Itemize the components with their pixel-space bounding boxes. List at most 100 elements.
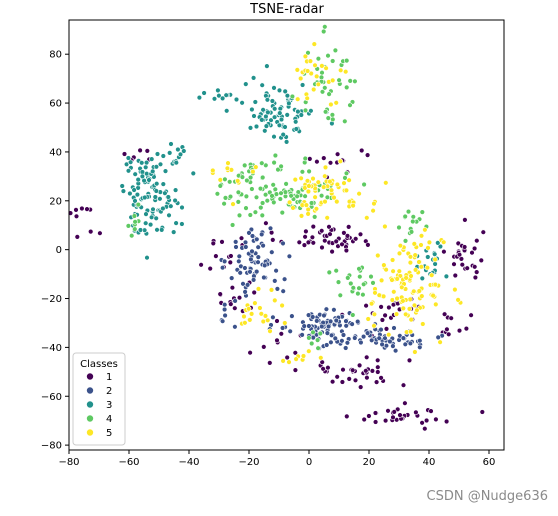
point-class-4: [370, 280, 376, 286]
point-class-1: [334, 151, 341, 157]
point-class-5: [248, 311, 255, 317]
y-tick-label: −40: [41, 343, 62, 354]
point-class-1: [261, 344, 267, 350]
x-tick-label: −60: [118, 457, 139, 468]
point-class-1: [296, 239, 302, 246]
point-class-5: [257, 305, 263, 311]
point-class-1: [327, 231, 333, 237]
point-class-3: [173, 220, 179, 226]
point-class-1: [386, 304, 392, 311]
point-class-5: [293, 356, 299, 362]
point-class-5: [300, 353, 307, 359]
point-class-5: [334, 181, 341, 188]
point-class-1: [352, 377, 359, 383]
point-class-4: [227, 193, 234, 200]
point-class-5: [217, 177, 224, 183]
point-class-5: [343, 187, 350, 194]
point-class-1: [329, 248, 335, 255]
point-class-4: [279, 209, 285, 216]
point-class-5: [321, 184, 327, 190]
point-class-1: [364, 375, 370, 381]
point-class-4: [322, 24, 328, 30]
point-class-2: [236, 258, 242, 264]
point-class-1: [369, 368, 376, 374]
point-class-4: [306, 335, 312, 341]
point-class-1: [357, 231, 364, 238]
point-class-5: [425, 245, 431, 251]
point-class-4: [321, 28, 327, 35]
point-class-3: [179, 221, 185, 227]
point-class-5: [306, 183, 312, 189]
point-class-5: [330, 77, 336, 84]
point-class-1: [267, 360, 273, 366]
point-class-4: [350, 312, 356, 318]
legend-item-4: 4: [86, 414, 112, 425]
point-class-1: [391, 409, 397, 415]
point-class-3: [167, 150, 173, 156]
point-class-4: [361, 281, 367, 287]
point-class-2: [343, 323, 349, 329]
point-class-3: [201, 90, 207, 96]
point-class-5: [376, 292, 382, 298]
point-class-3: [295, 108, 301, 115]
point-class-2: [279, 325, 286, 331]
point-class-1: [433, 416, 439, 423]
point-class-3: [154, 227, 160, 233]
point-class-1: [364, 152, 371, 158]
point-class-4: [243, 193, 250, 200]
point-class-4: [352, 78, 358, 85]
point-class-5: [372, 290, 378, 296]
point-class-5: [265, 317, 271, 323]
point-class-4: [242, 162, 248, 169]
point-class-5: [343, 68, 349, 75]
point-class-5: [262, 313, 269, 319]
point-class-3: [165, 194, 172, 200]
point-class-3: [278, 116, 285, 123]
point-class-2: [247, 269, 253, 275]
point-class-1: [305, 239, 312, 246]
point-class-5: [341, 180, 347, 186]
point-class-3: [298, 112, 304, 118]
point-class-2: [242, 239, 249, 246]
point-class-5: [350, 202, 356, 209]
point-class-4: [288, 193, 294, 199]
point-class-2: [242, 265, 248, 271]
point-class-5: [407, 259, 414, 266]
point-class-4: [325, 52, 331, 59]
point-class-1: [480, 229, 486, 235]
point-class-1: [469, 250, 475, 256]
point-class-1: [375, 369, 381, 375]
point-class-2: [301, 323, 307, 329]
point-class-1: [219, 239, 225, 245]
point-class-3: [143, 211, 149, 217]
point-class-3: [179, 204, 185, 211]
point-class-5: [322, 198, 328, 205]
point-class-5: [400, 305, 406, 312]
point-class-5: [322, 164, 329, 171]
y-tick-label: −60: [41, 392, 62, 403]
point-class-5: [403, 311, 409, 317]
point-class-4: [305, 50, 311, 56]
point-class-1: [448, 315, 454, 321]
point-class-5: [295, 96, 301, 102]
point-class-2: [417, 338, 423, 344]
point-class-5: [382, 223, 388, 230]
y-tick-label: 0: [56, 245, 62, 256]
point-class-2: [306, 323, 312, 329]
point-class-1: [474, 238, 480, 244]
point-class-4: [236, 212, 243, 219]
point-class-5: [310, 175, 316, 182]
point-class-5: [393, 311, 400, 317]
point-class-2: [222, 312, 228, 319]
point-class-4: [336, 77, 342, 83]
point-class-2: [249, 248, 255, 255]
point-class-1: [97, 230, 103, 236]
point-class-1: [364, 354, 370, 360]
series-2: [218, 225, 445, 354]
point-class-1: [320, 366, 326, 372]
point-class-2: [250, 277, 257, 283]
point-class-1: [325, 365, 331, 371]
point-class-1: [292, 367, 299, 373]
point-class-3: [148, 214, 155, 221]
